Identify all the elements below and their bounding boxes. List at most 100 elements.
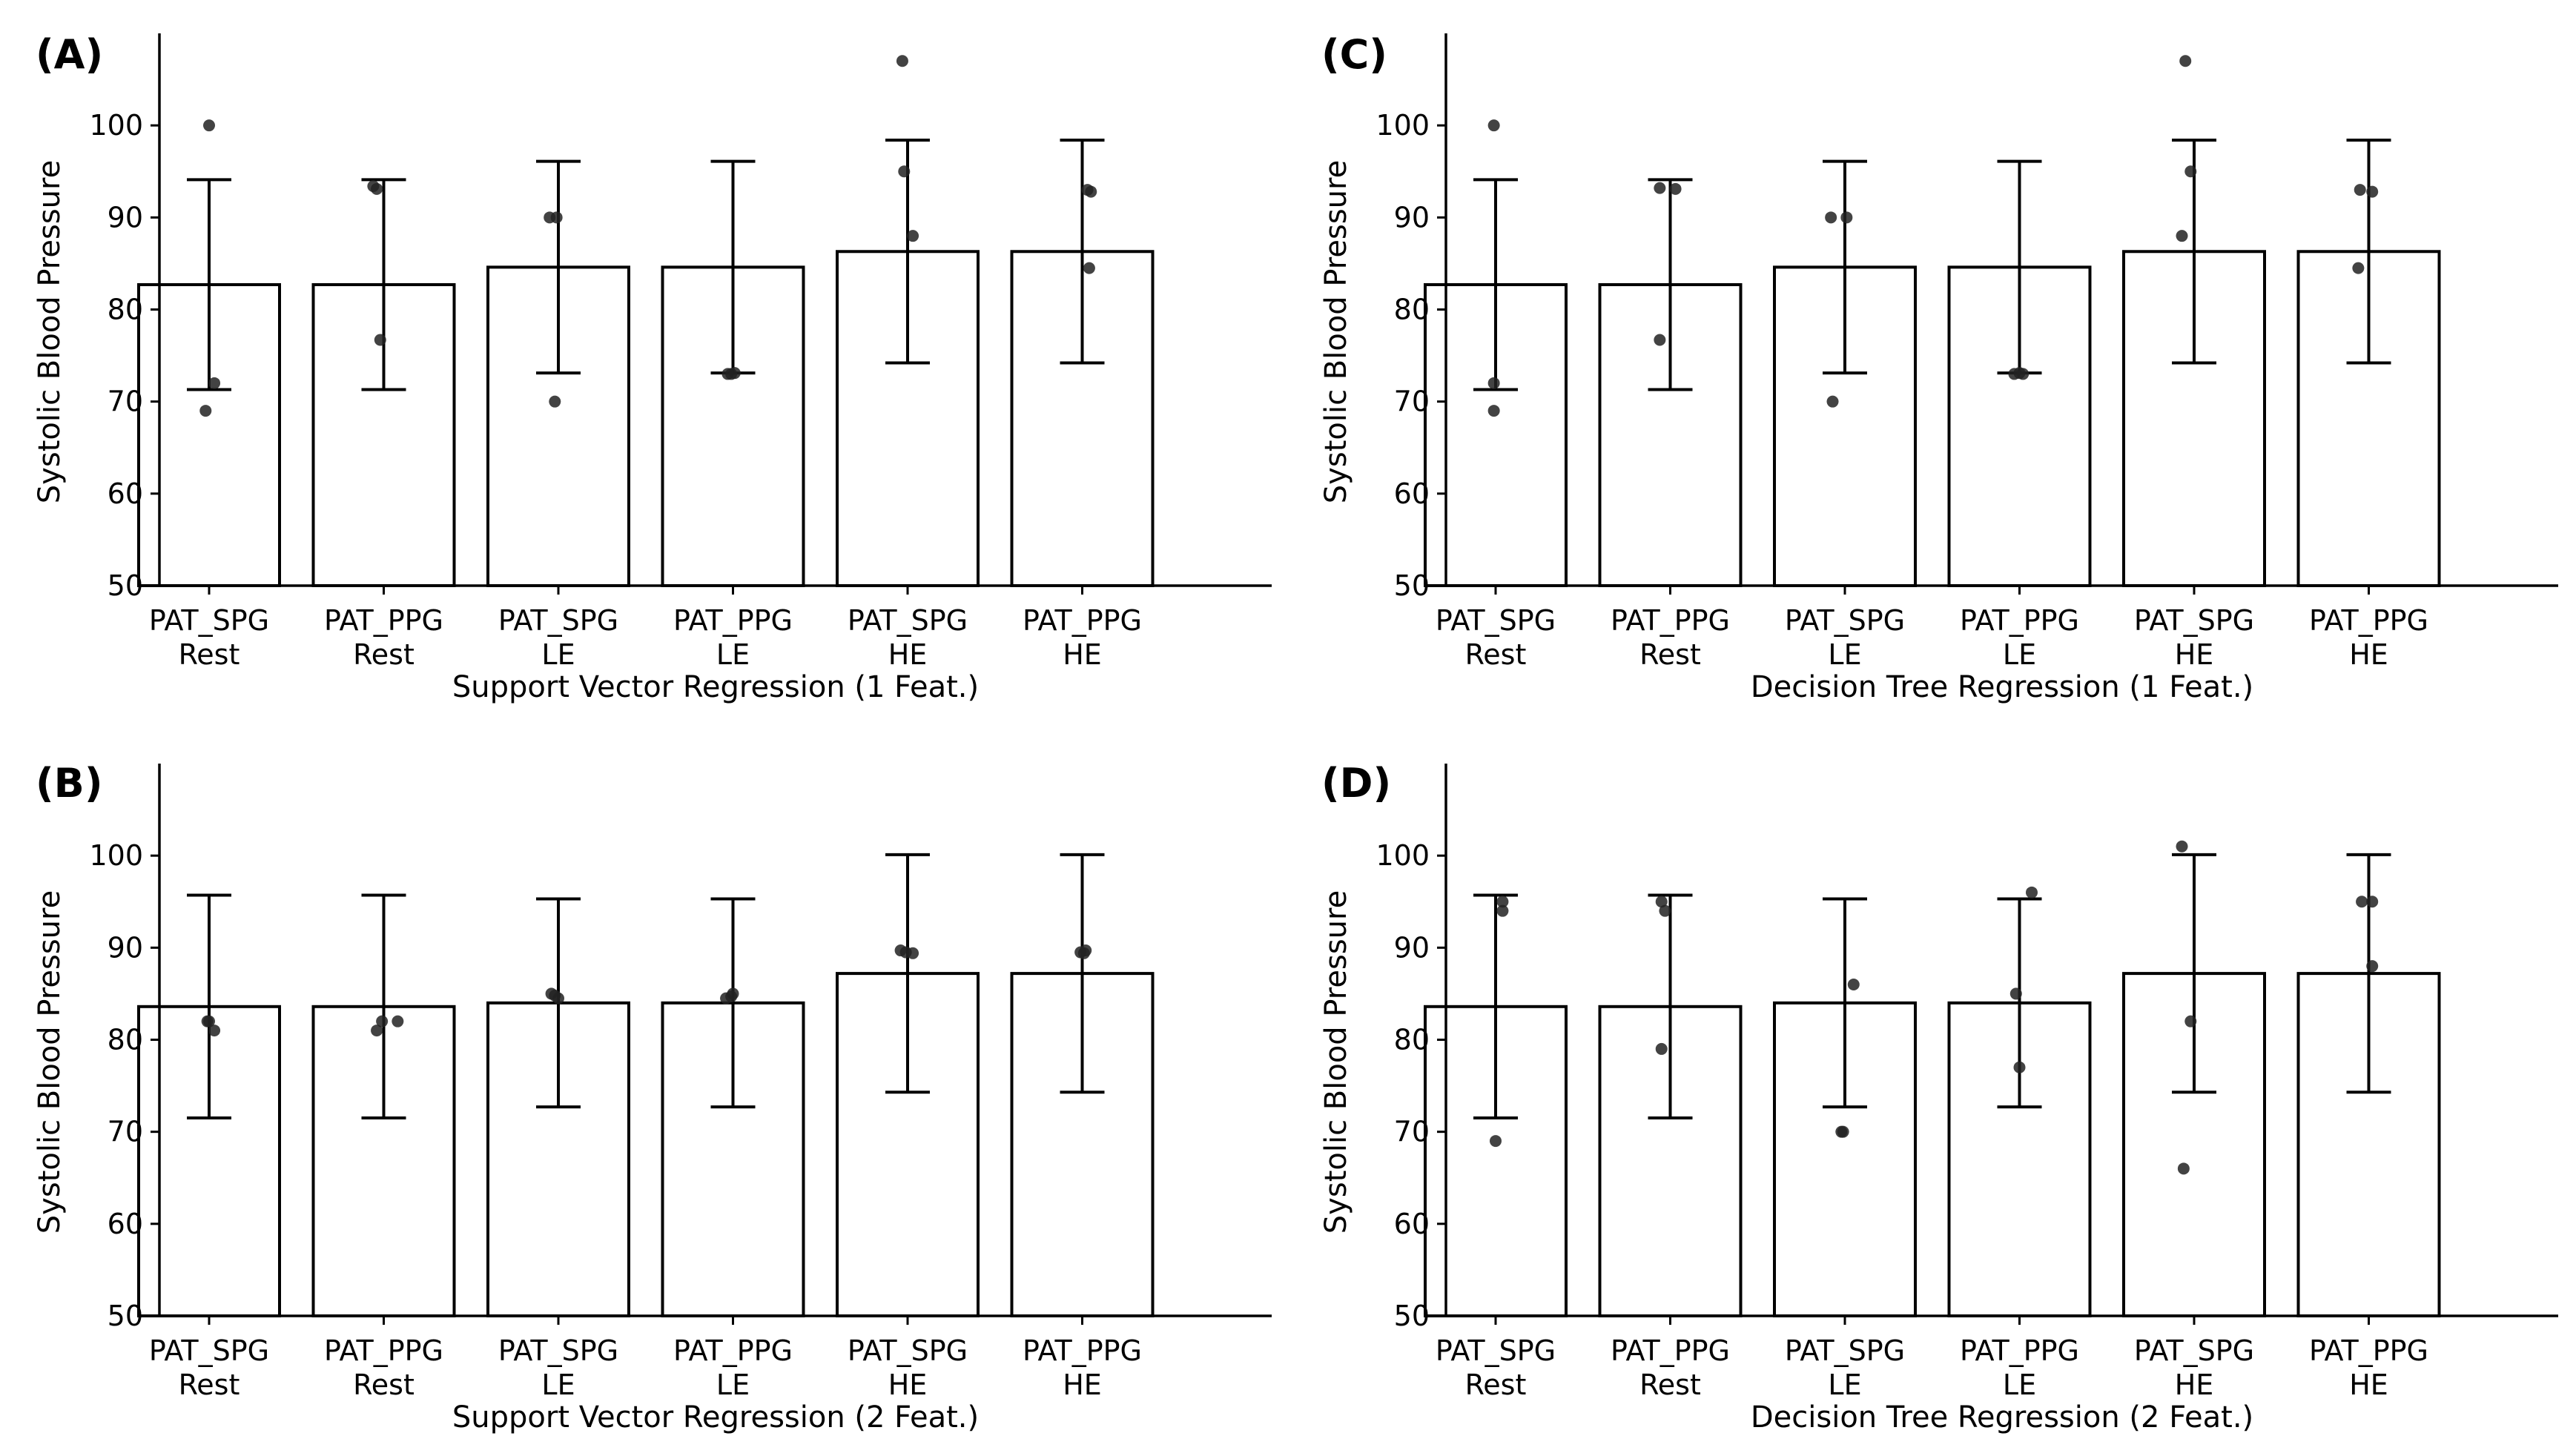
y-tick-label: 70: [108, 1116, 143, 1148]
data-point: [1496, 896, 1509, 908]
data-point: [1654, 334, 1666, 346]
x-tick-label: PAT_PPG: [2309, 604, 2428, 637]
y-tick-label: 60: [108, 1208, 143, 1240]
data-point: [2356, 896, 2368, 908]
y-axis-label: Systolic Blood Pressure: [33, 160, 67, 503]
x-tick-label: HE: [1063, 638, 1102, 671]
x-tick-label: HE: [2175, 1369, 2214, 1401]
data-point: [392, 1015, 404, 1028]
chart-panel-3: (C)PAT_SPGRestPAT_PPGRestPAT_SPGLEPAT_PP…: [1319, 31, 2558, 704]
y-tick-label: 90: [1394, 201, 1430, 234]
chart-panel-4: (D)PAT_SPGRestPAT_PPGRestPAT_SPGLEPAT_PP…: [1319, 760, 2558, 1435]
data-point: [2025, 886, 2038, 899]
x-tick-label: PAT_PPG: [1611, 604, 1730, 637]
x-tick-label: Rest: [1465, 638, 1527, 671]
x-tick-label: PAT_PPG: [324, 604, 443, 637]
data-point: [1825, 211, 1837, 224]
data-point: [1487, 119, 1500, 132]
y-axis-label: Systolic Blood Pressure: [1319, 890, 1353, 1234]
chart-panel-1: (A)PAT_SPGRestPAT_PPGRestPAT_SPGLEPAT_PP…: [33, 31, 1272, 704]
y-tick-label: 80: [108, 294, 143, 326]
x-tick-label: PAT_PPG: [1960, 1334, 2079, 1367]
x-tick-label: Rest: [179, 1369, 240, 1401]
x-tick-label: LE: [541, 638, 575, 671]
y-tick-label: 80: [1394, 1024, 1430, 1056]
data-point: [549, 989, 561, 1002]
data-point: [1085, 185, 1097, 198]
data-point: [1496, 904, 1509, 917]
x-axis-label: Support Vector Regression (1 Feat.): [452, 670, 979, 704]
data-point: [1837, 1125, 1849, 1138]
data-point: [1080, 944, 1092, 957]
data-point: [203, 119, 215, 132]
x-tick-label: LE: [1828, 638, 1861, 671]
data-point: [1654, 182, 1666, 194]
y-tick-label: 50: [108, 569, 143, 602]
data-point: [203, 1015, 215, 1028]
x-tick-label: LE: [2003, 1369, 2036, 1401]
x-tick-label: Rest: [353, 1369, 415, 1401]
y-tick-label: 50: [1394, 1300, 1430, 1332]
x-tick-label: HE: [2349, 1369, 2388, 1401]
x-tick-label: PAT_PPG: [1023, 1334, 1142, 1367]
data-point: [2177, 1162, 2190, 1175]
y-tick-label: 70: [1394, 385, 1430, 418]
x-tick-label: PAT_SPG: [848, 1334, 968, 1367]
panel-letter: (D): [1321, 760, 1391, 807]
chart-panel-2: (B)PAT_SPGRestPAT_PPGRestPAT_SPGLEPAT_PP…: [33, 760, 1272, 1435]
x-tick-label: HE: [2349, 638, 2388, 671]
y-tick-label: 60: [1394, 1208, 1430, 1240]
x-tick-label: PAT_PPG: [1023, 604, 1142, 637]
data-point: [1490, 1135, 1502, 1148]
x-tick-label: LE: [2003, 638, 2036, 671]
x-tick-label: PAT_SPG: [149, 1334, 269, 1367]
y-tick-label: 100: [89, 839, 143, 872]
x-tick-label: LE: [1828, 1369, 1861, 1401]
data-point: [1487, 405, 1500, 417]
x-tick-label: LE: [541, 1369, 575, 1401]
x-tick-label: PAT_PPG: [1960, 604, 2079, 637]
data-point: [199, 405, 212, 417]
x-tick-label: PAT_PPG: [1611, 1334, 1730, 1367]
data-point: [2352, 262, 2365, 274]
x-tick-label: HE: [1063, 1369, 1102, 1401]
x-tick-label: PAT_SPG: [149, 604, 269, 637]
x-tick-label: PAT_SPG: [848, 604, 968, 637]
x-tick-label: PAT_SPG: [498, 604, 618, 637]
x-tick-label: Rest: [179, 638, 240, 671]
x-tick-label: HE: [888, 638, 928, 671]
y-tick-label: 50: [108, 1300, 143, 1332]
data-point: [371, 1025, 383, 1037]
data-point: [1847, 979, 1860, 990]
x-tick-label: PAT_SPG: [1436, 1334, 1556, 1367]
data-point: [2009, 987, 2022, 1000]
x-tick-label: PAT_SPG: [2134, 1334, 2254, 1367]
y-tick-label: 80: [108, 1024, 143, 1056]
x-tick-label: Rest: [353, 638, 415, 671]
data-point: [208, 377, 221, 389]
y-axis-label: Systolic Blood Pressure: [1319, 160, 1353, 503]
data-point: [2013, 1061, 2026, 1073]
data-point: [728, 367, 741, 380]
panel-letter: (B): [36, 760, 103, 807]
data-point: [2176, 230, 2188, 242]
data-point: [550, 211, 563, 224]
x-tick-label: LE: [716, 638, 750, 671]
x-tick-label: PAT_SPG: [1785, 604, 1905, 637]
data-point: [899, 946, 912, 959]
data-point: [2366, 896, 2379, 908]
data-point: [2013, 367, 2026, 380]
y-tick-label: 100: [1375, 109, 1430, 142]
panel-letter: (A): [36, 31, 103, 78]
y-tick-label: 90: [108, 931, 143, 964]
y-tick-label: 50: [1394, 569, 1430, 602]
y-tick-label: 70: [108, 385, 143, 418]
data-point: [2179, 55, 2192, 67]
x-tick-label: PAT_SPG: [1785, 1334, 1905, 1367]
x-tick-label: PAT_SPG: [2134, 604, 2254, 637]
y-tick-label: 90: [1394, 931, 1430, 964]
data-point: [2354, 184, 2366, 196]
data-point: [1655, 896, 1668, 908]
data-point: [1659, 904, 1671, 917]
